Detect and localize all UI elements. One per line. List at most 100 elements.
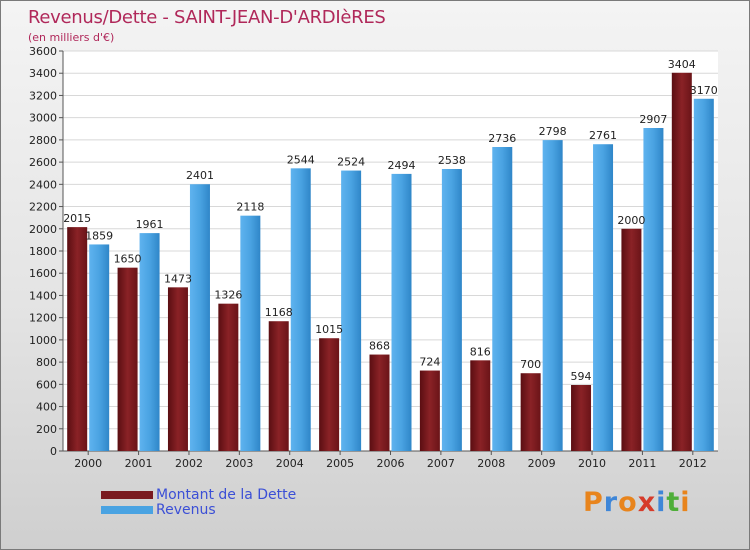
logo-letter: o [618,487,638,518]
revenue-bar [240,215,261,451]
logo-letter: i [656,487,667,518]
x-tick-label: 2002 [175,457,203,470]
debt-value-label: 1473 [164,272,192,285]
debt-bar [571,385,592,451]
debt-value-label: 594 [571,370,592,383]
debt-bar [268,321,289,451]
revenue-value-label: 2761 [589,129,617,142]
revenue-value-label: 2798 [539,125,567,138]
y-tick-label: 1800 [29,245,57,258]
debt-value-label: 3404 [668,58,696,71]
y-tick-label: 3000 [29,112,57,125]
x-tick-label: 2001 [125,457,153,470]
y-tick-label: 1000 [29,334,57,347]
logo-letter: t [666,487,681,518]
revenue-value-label: 1859 [85,229,113,242]
revenue-value-label: 2118 [236,201,264,214]
legend-label-debt: Montant de la Dette [156,487,297,503]
x-tick-label: 2007 [427,457,455,470]
x-tick-label: 2006 [377,457,405,470]
debt-value-label: 816 [470,345,491,358]
revenue-value-label: 2538 [438,154,466,167]
revenue-value-label: 2544 [287,153,315,166]
revenue-bar [441,169,462,451]
debt-value-label: 1015 [315,323,343,336]
bar-chart: 0 200 400 600 800 1000 1200 1400 1600 1800 2000 220… [29,45,718,470]
logo-letter: r [603,487,619,518]
revenue-bar [492,147,513,451]
logo-letter: x [637,487,657,518]
revenue-bar [542,140,563,451]
y-tick-label: 600 [36,378,57,391]
y-tick-label: 2000 [29,223,57,236]
y-tick-label: 1200 [29,312,57,325]
revenue-value-label: 2494 [388,159,416,172]
legend-swatch-revenue [101,506,153,514]
debt-value-label: 1326 [214,289,242,302]
revenue-bar [139,233,160,451]
debt-bar [319,338,340,451]
debt-bar [520,373,541,451]
y-tick-label: 2600 [29,156,57,169]
debt-bar [621,228,642,451]
debt-bar [167,287,188,451]
y-tick-label: 200 [36,423,57,436]
revenue-value-label: 2736 [488,132,516,145]
debt-value-label: 724 [419,356,440,369]
chart-title: Revenus/Dette - SAINT-JEAN-D'ARDIèRES [28,7,386,28]
y-tick-label: 0 [50,445,57,458]
x-tick-label: 2004 [276,457,304,470]
y-tick-label: 2400 [29,178,57,191]
debt-value-label: 700 [520,358,541,371]
revenue-bar [593,144,614,451]
debt-bar [117,267,138,451]
y-tick-label: 3200 [29,89,57,102]
y-tick-label: 3600 [29,45,57,58]
legend-label-revenue: Revenus [156,502,216,518]
revenue-value-label: 2524 [337,156,365,169]
debt-value-label: 2015 [63,212,91,225]
revenue-bar [391,173,412,451]
proxiti-logo: Proxiti [583,487,691,518]
x-tick-label: 2011 [628,457,656,470]
debt-bar [419,370,440,451]
debt-bar [470,360,491,451]
y-tick-label: 2200 [29,201,57,214]
revenue-bar [341,170,362,452]
legend-swatch-debt [101,491,153,499]
y-tick-label: 1600 [29,267,57,280]
logo-letter: i [680,487,691,518]
debt-value-label: 868 [369,340,390,353]
revenue-value-label: 1961 [136,218,164,231]
debt-value-label: 1168 [265,306,293,319]
revenue-bar [693,98,714,452]
x-tick-label: 2010 [578,457,606,470]
x-tick-label: 2008 [477,457,505,470]
revenue-value-label: 3170 [690,84,718,97]
revenue-value-label: 2907 [639,113,667,126]
y-tick-label: 800 [36,356,57,369]
debt-value-label: 1650 [114,253,142,266]
logo-letter: P [583,487,604,518]
y-tick-label: 1400 [29,289,57,302]
chart-subtitle: (en milliers d'€) [28,31,115,44]
debt-value-label: 2000 [617,214,645,227]
debt-bar [671,72,692,452]
x-tick-label: 2009 [528,457,556,470]
x-tick-label: 2012 [679,457,707,470]
revenue-bar [290,168,311,452]
revenue-bar [89,244,110,451]
debt-bar [218,303,239,451]
debt-bar [369,354,390,451]
revenue-bar [189,184,210,451]
x-tick-label: 2005 [326,457,354,470]
y-tick-label: 400 [36,401,57,414]
revenue-bar [643,128,664,451]
y-tick-label: 3400 [29,67,57,80]
x-tick-label: 2003 [225,457,253,470]
x-tick-label: 2000 [74,457,102,470]
revenue-value-label: 2401 [186,169,214,182]
debt-bar [67,227,88,451]
y-tick-label: 2800 [29,134,57,147]
